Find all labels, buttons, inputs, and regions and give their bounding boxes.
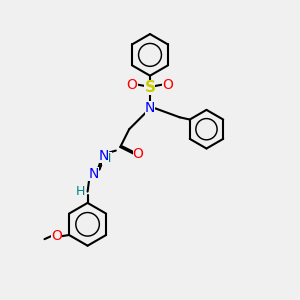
Text: S: S bbox=[145, 80, 155, 95]
Text: H: H bbox=[76, 185, 85, 198]
Text: N: N bbox=[99, 149, 109, 163]
Text: O: O bbox=[133, 148, 143, 161]
Text: H: H bbox=[102, 152, 112, 165]
Text: O: O bbox=[51, 229, 62, 243]
Text: N: N bbox=[88, 167, 99, 181]
Text: N: N bbox=[145, 101, 155, 116]
Text: O: O bbox=[162, 78, 173, 92]
Text: O: O bbox=[127, 78, 138, 92]
